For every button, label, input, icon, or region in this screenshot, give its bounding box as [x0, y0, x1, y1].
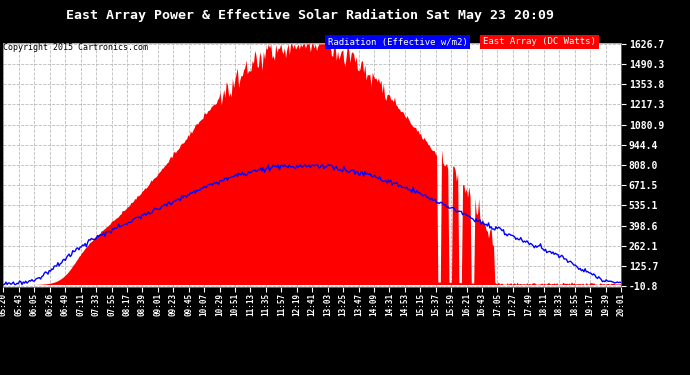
Text: East Array (DC Watts): East Array (DC Watts) — [483, 38, 596, 46]
Text: Copyright 2015 Cartronics.com: Copyright 2015 Cartronics.com — [3, 43, 148, 52]
Text: East Array Power & Effective Solar Radiation Sat May 23 20:09: East Array Power & Effective Solar Radia… — [66, 9, 555, 22]
Text: Radiation (Effective w/m2): Radiation (Effective w/m2) — [328, 38, 468, 46]
